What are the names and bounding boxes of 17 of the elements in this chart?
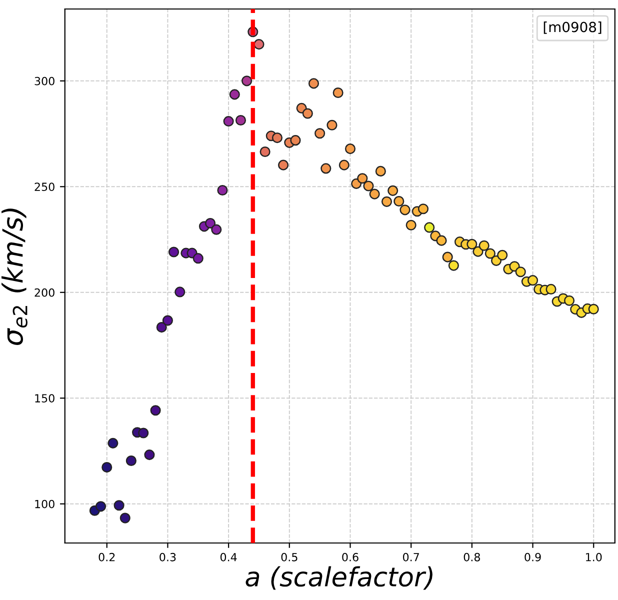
y-tick-label: 100 [35, 500, 54, 508]
y-tick-label: 250 [34, 182, 54, 192]
text: [m0908] [544, 22, 602, 34]
x-tick-label: 0.7 [402, 552, 419, 562]
x-axis-title: a (scalefactor) [246, 566, 432, 590]
y-tick-label: 300 [34, 76, 54, 86]
x-tick-label: 0.9 [524, 552, 541, 562]
y-tick-label: 150 [35, 394, 54, 403]
x-tick-label: 0.3 [160, 552, 176, 562]
x-tick-label: 0.2 [98, 552, 115, 562]
y-axis-title: σ$_{e2}$ (km/s) [2, 208, 28, 345]
x-tick-label: 0.5 [281, 552, 298, 562]
x-tick-label: 0.4 [220, 552, 237, 562]
x-tick-label: 0.6 [342, 552, 358, 562]
x-tick-label: 0.8 [464, 552, 480, 562]
y-tick-label: 200 [34, 288, 54, 297]
x-tick-label: 1.0 [586, 552, 602, 562]
